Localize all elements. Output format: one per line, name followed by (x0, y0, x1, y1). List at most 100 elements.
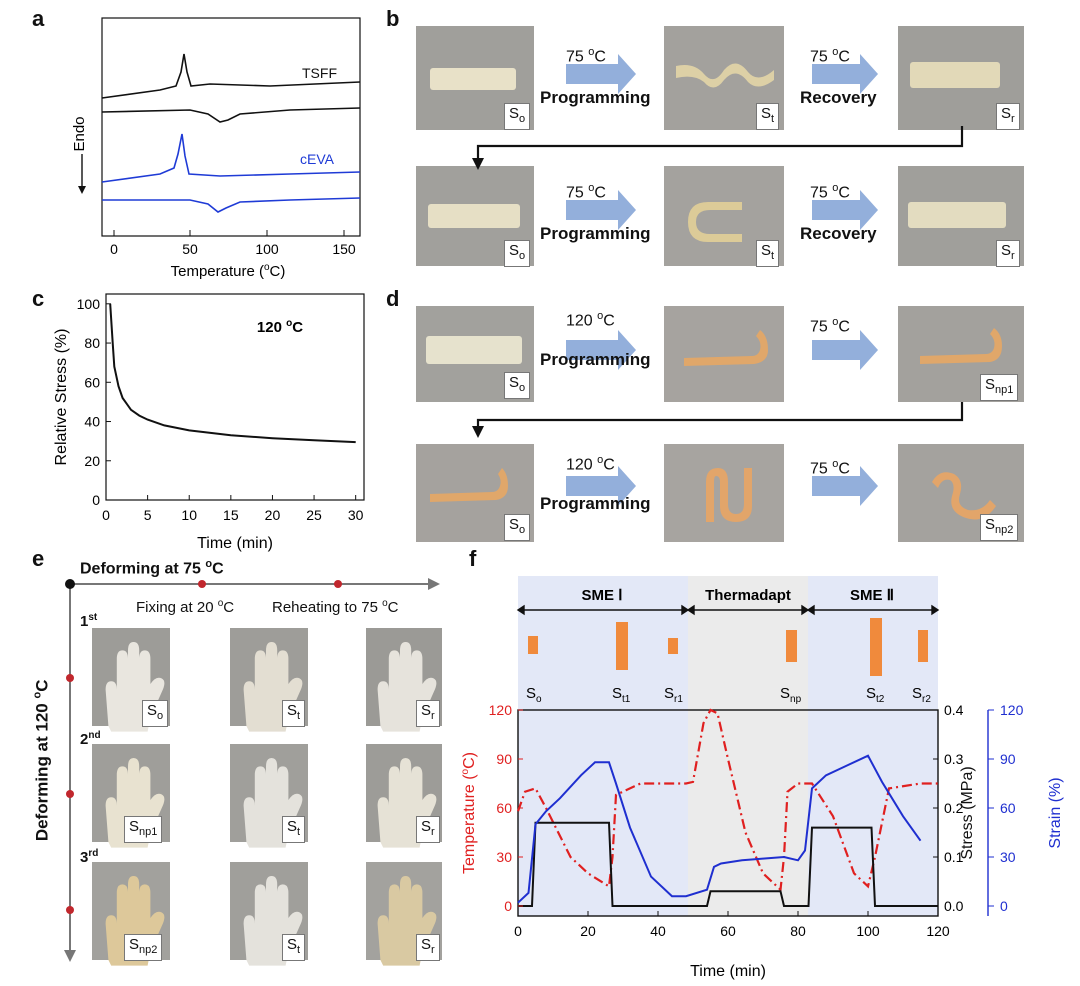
dsc-x-tick-100: 100 (255, 241, 279, 257)
e-marker-dot (334, 580, 342, 588)
relaxation-y-tick-label: 20 (84, 453, 100, 469)
label-e-3-st: St (282, 934, 306, 961)
blue-arrow (566, 190, 636, 230)
f-strain-axis-label: Strain (%) (1047, 777, 1064, 848)
state-label-so: So (526, 685, 542, 705)
relaxation-x-tick-label: 0 (102, 507, 110, 523)
strain-curve (517, 754, 922, 904)
label-b-r2-st: St (756, 240, 780, 267)
dsc-plot-frame (101, 17, 361, 237)
label-e-2-st: St (282, 816, 306, 843)
relaxation-x-tick-label: 15 (223, 507, 239, 523)
relaxation-x-tick-label: 30 (348, 507, 364, 523)
sample-bar-st2 (870, 618, 882, 676)
relaxation-y-tick-label: 60 (84, 374, 100, 390)
b-r1-temp-1: 75 oC (566, 46, 606, 66)
panel-letter-b: b (386, 6, 400, 31)
label-d-r1-so: So (504, 372, 531, 399)
relaxation-y-ticks: 0 20 40 60 80 100 (77, 296, 111, 508)
photo-d-row2-programmed (664, 444, 784, 542)
d-r1-temp-rec: 75 oC (810, 316, 850, 336)
phase-label-sme2: SME Ⅱ (850, 587, 894, 604)
e-marker-dot (198, 580, 206, 588)
stress-relaxation-chart: 0 20 40 60 80 100 0 5 10 15 20 25 30 120 oC Time (m… (53, 293, 365, 552)
tsff-heating-curve (101, 53, 361, 99)
panel-letter-d: d (386, 286, 400, 311)
shape-memory-cycle-chart: SME Ⅰ Thermadapt SME Ⅱ So St1 Sr1 Snp St… (460, 576, 1064, 980)
b-r2-temp-2: 75 oC (810, 182, 850, 202)
blue-arrow (566, 54, 636, 94)
d-r2-temp-prog: 120 oC (566, 454, 615, 474)
blue-arrow (566, 330, 636, 370)
photo-d-row1-programmed (664, 306, 784, 402)
label-b-r1-sr: Sr (996, 103, 1020, 130)
film-strip (428, 204, 520, 228)
relaxation-y-axis-label: Relative Stress (%) (53, 329, 70, 466)
sample-bar-sr2 (918, 630, 928, 662)
temp-tick-label: 30 (496, 849, 512, 865)
tsff-label: TSFF (302, 65, 337, 81)
e-origin-dot (65, 579, 75, 589)
temp-tick-label: 60 (496, 800, 512, 816)
relaxation-x-tick-label: 20 (265, 507, 281, 523)
b-r1-recovery: Recovery (800, 88, 877, 107)
b-r1-programming: Programming (540, 88, 651, 107)
f-x-tick-label: 120 (926, 923, 950, 939)
label-d-r2-so: So (504, 514, 531, 541)
u-bent-strip-shape (688, 202, 742, 242)
f-x-tick-label: 0 (514, 923, 522, 939)
blue-arrow (812, 190, 878, 230)
f-stress-axis-label: Stress (MPa) (959, 766, 976, 859)
d-r1-programming: Programming (540, 350, 651, 369)
f-x-tick-label: 20 (580, 923, 596, 939)
d-r1-temp-prog: 120 oC (566, 310, 615, 330)
film-strip (426, 336, 522, 364)
e-row-1: 1st (80, 612, 98, 630)
phase-arrows (516, 604, 940, 616)
relaxation-plot-frame (105, 293, 365, 501)
e-marker-dot (66, 674, 74, 682)
e-fixing: Fixing at 20 oC (136, 598, 235, 616)
ceva-heating-curve (101, 133, 361, 183)
blue-arrow (812, 466, 878, 506)
hook-strip-shape (430, 468, 508, 502)
f-x-tick-label: 80 (790, 923, 806, 939)
e-row-2: 2nd (80, 730, 101, 748)
f-axis-ticks: 0 20 40 60 80 100 120 0 30 60 90 120 0.0 0.1 0.2 0.3 0.4… (489, 702, 1024, 939)
sample-bar-st1 (616, 622, 628, 670)
relaxation-x-ticks: 0 5 10 15 20 25 30 (102, 495, 364, 523)
temp-tick-label: 120 (489, 702, 513, 718)
twisted-strip-shape (676, 63, 774, 88)
e-axes (64, 578, 440, 962)
e-vertical-arrow-head (64, 950, 76, 962)
dsc-x-ticks (113, 230, 345, 236)
dsc-x-tick-150: 150 (332, 241, 356, 257)
state-label-sr1: Sr1 (664, 685, 683, 705)
f-x-tick-label: 100 (856, 923, 880, 939)
e-marker-dot (66, 790, 74, 798)
f-x-axis-label: Time (min) (690, 963, 766, 980)
label-b-r2-sr: Sr (996, 240, 1020, 267)
connector-arrow-head (472, 426, 484, 438)
e-deform-75: Deforming at 75 oC (80, 558, 224, 578)
state-label-sr2: Sr2 (912, 685, 931, 705)
strain-tick-label: 120 (1000, 702, 1024, 718)
s-shaped-strip (932, 472, 996, 520)
blue-arrow (812, 54, 878, 94)
sample-bar-so (528, 636, 538, 654)
temp-tick-label: 90 (496, 751, 512, 767)
panel-letter-a: a (32, 6, 45, 31)
blue-arrow (812, 330, 878, 370)
sample-bar-sr1 (668, 638, 678, 654)
dsc-x-tick-50: 50 (182, 241, 198, 257)
b-r2-temp-1: 75 oC (566, 182, 606, 202)
label-b-r1-so: So (504, 103, 531, 130)
dsc-chart: TSFF cEVA 0 50 100 150 Temperature (oC) … (71, 17, 361, 280)
dsc-x-tick-0: 0 (110, 241, 118, 257)
f-temp-axis-label: Temperature (oC) (460, 752, 478, 874)
label-e-1-sr: Sr (416, 700, 440, 727)
label-b-r1-st: St (756, 103, 780, 130)
b-r2-programming: Programming (540, 224, 651, 243)
n-shaped-strip (706, 468, 752, 522)
f-x-tick-label: 40 (650, 923, 666, 939)
